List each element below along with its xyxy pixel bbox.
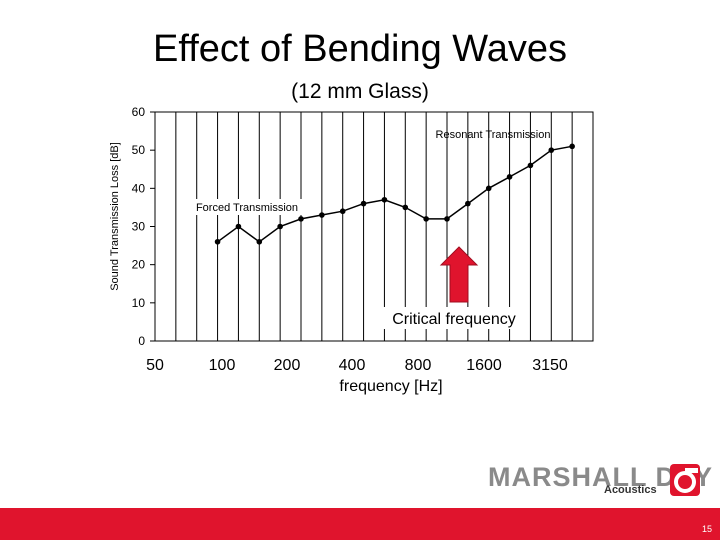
- data-point: [298, 216, 304, 222]
- x-tick-label: 1600: [466, 357, 502, 374]
- y-tick-label: 40: [132, 181, 146, 195]
- data-point: [402, 204, 409, 211]
- data-point: [277, 223, 283, 230]
- data-point: [256, 238, 263, 245]
- slide-subtitle: (12 mm Glass): [291, 80, 429, 103]
- y-axis-label: Sound Transmission Loss [dB]: [109, 142, 121, 291]
- series-line: [217, 145, 573, 243]
- data-point: [527, 162, 534, 169]
- y-tick-label: 0: [138, 334, 145, 348]
- data-point: [506, 174, 513, 180]
- plot-frame: [154, 111, 594, 342]
- company-logo-subtext: Acoustics: [604, 484, 657, 496]
- annotation-resonant: Resonant Transmission: [436, 129, 551, 141]
- series-polyline: [217, 145, 573, 243]
- annotation-critical-bg: [381, 307, 527, 329]
- axes: [150, 111, 594, 342]
- y-tick-label: 10: [132, 296, 146, 310]
- data-point: [381, 196, 388, 203]
- x-tick-label: 100: [209, 357, 236, 374]
- series-points: [214, 143, 575, 245]
- y-tick-label: 50: [132, 143, 146, 157]
- annotation-forced: Forced Transmission: [196, 202, 298, 214]
- data-point: [423, 216, 429, 222]
- data-point: [235, 223, 242, 230]
- data-point: [569, 143, 575, 150]
- data-point: [465, 200, 471, 207]
- x-axis-label: frequency [Hz]: [339, 378, 442, 395]
- x-tick-label: 400: [339, 357, 366, 374]
- annotation-critical: Critical frequency: [392, 311, 516, 328]
- data-point: [214, 238, 221, 245]
- data-point: [319, 212, 325, 218]
- page-number: 15: [701, 524, 712, 534]
- company-logo-icon: [670, 464, 700, 496]
- x-tick-label: 200: [274, 357, 301, 374]
- data-point: [339, 208, 346, 215]
- annotations: Resonant Transmission Forced Transmission…: [186, 129, 550, 329]
- slide-title: Effect of Bending Waves: [152, 28, 567, 70]
- footer-bar: 15: [0, 508, 720, 540]
- x-tick-label: 800: [405, 357, 432, 374]
- tick-labels: 0 10 20 30 40 50 60 Sound Transmission Loss [dB…: [109, 105, 568, 395]
- y-tick-label: 30: [132, 220, 146, 234]
- y-tick-label: 20: [132, 258, 146, 272]
- data-point: [548, 147, 555, 153]
- grid-lines: [175, 112, 573, 341]
- annotation-forced-bg: [186, 199, 310, 215]
- y-tick-label: 60: [132, 105, 146, 119]
- data-point: [485, 185, 492, 192]
- data-point: [444, 216, 450, 222]
- critical-frequency-arrow-icon: [439, 246, 479, 303]
- data-point: [360, 200, 367, 207]
- x-tick-label: 50: [146, 357, 164, 374]
- x-tick-label: 3150: [532, 357, 568, 374]
